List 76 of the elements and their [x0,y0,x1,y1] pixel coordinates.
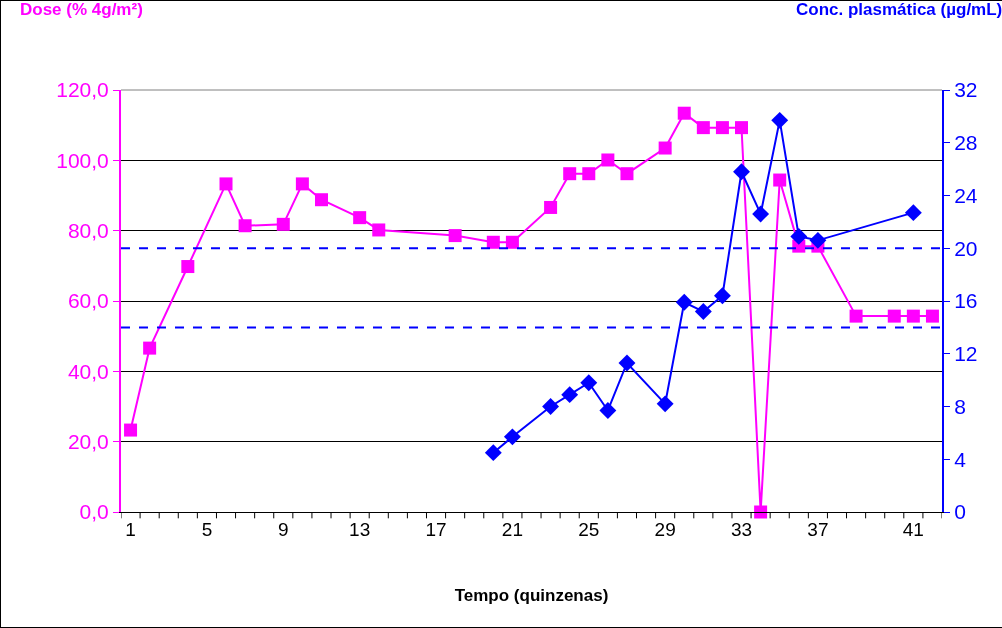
y-tick-label: 120,0 [56,78,109,102]
point [677,106,691,120]
x-tick-label: 13 [349,518,371,540]
point [580,374,598,392]
y2-tick-label: 16 [954,289,978,313]
y2-tick-label: 32 [954,78,978,102]
point [276,217,290,231]
point [733,163,750,181]
point [219,177,233,191]
point [906,309,920,323]
point [561,386,579,404]
point [314,193,328,207]
point [849,309,863,323]
x-tick-label: 21 [501,518,523,540]
x-tick-label: 29 [654,518,676,540]
point [735,121,749,135]
point [887,309,901,323]
point [124,423,138,437]
y2-tick-label: 20 [954,236,978,260]
y2-tick-label: 8 [954,394,966,418]
point [696,121,710,135]
y-tick-label: 100,0 [56,148,109,172]
x-tick-label: 25 [578,518,600,540]
point [752,205,770,223]
y-tick-label: 20,0 [67,430,109,454]
point [675,293,693,311]
x-tick-label: 41 [902,518,924,540]
point [620,167,634,181]
point [773,173,787,187]
point [713,287,731,305]
point [618,354,636,372]
point [238,219,252,233]
point [694,303,712,320]
y2-tick-label: 0 [954,500,966,524]
point [372,223,386,237]
y-tick-label: 40,0 [67,359,109,383]
point [353,211,367,225]
point [904,204,922,222]
x-tick-label: 37 [807,518,829,540]
point [181,260,195,274]
point [544,200,558,214]
x-tick-label: 9 [278,518,289,540]
y2-tick-label: 28 [954,131,978,155]
point [925,309,939,323]
y-tick-label: 80,0 [67,219,109,243]
point [582,167,596,181]
x-axis-title: Tempo (quinzenas) [454,586,609,606]
point [601,153,615,167]
point [715,121,729,135]
y2-axis-title: Conc. plasmática (µg/mL) [796,0,1002,19]
point [599,402,617,419]
point [656,395,674,413]
point [503,428,521,446]
y-axis-title: Dose (% 4g/m²) [20,0,143,19]
x-tick-label: 17 [425,518,447,540]
point [790,227,808,245]
x-tick-label: 33 [730,518,753,540]
y2-tick-label: 12 [954,342,978,366]
point [563,167,577,181]
point [448,229,462,243]
point [658,141,672,155]
point [505,235,519,249]
y2-tick-label: 24 [954,183,978,207]
point [771,111,789,129]
point [484,444,502,462]
y-tick-label: 60,0 [67,289,109,313]
point [486,235,500,249]
x-tick-label: 5 [201,518,213,540]
y-tick-label: 0,0 [79,500,109,524]
x-tick-label: 1 [125,518,136,540]
point [295,177,309,191]
point [809,231,827,249]
point [542,398,560,415]
y2-tick-label: 4 [954,447,967,471]
point [143,341,157,355]
point [754,505,768,519]
